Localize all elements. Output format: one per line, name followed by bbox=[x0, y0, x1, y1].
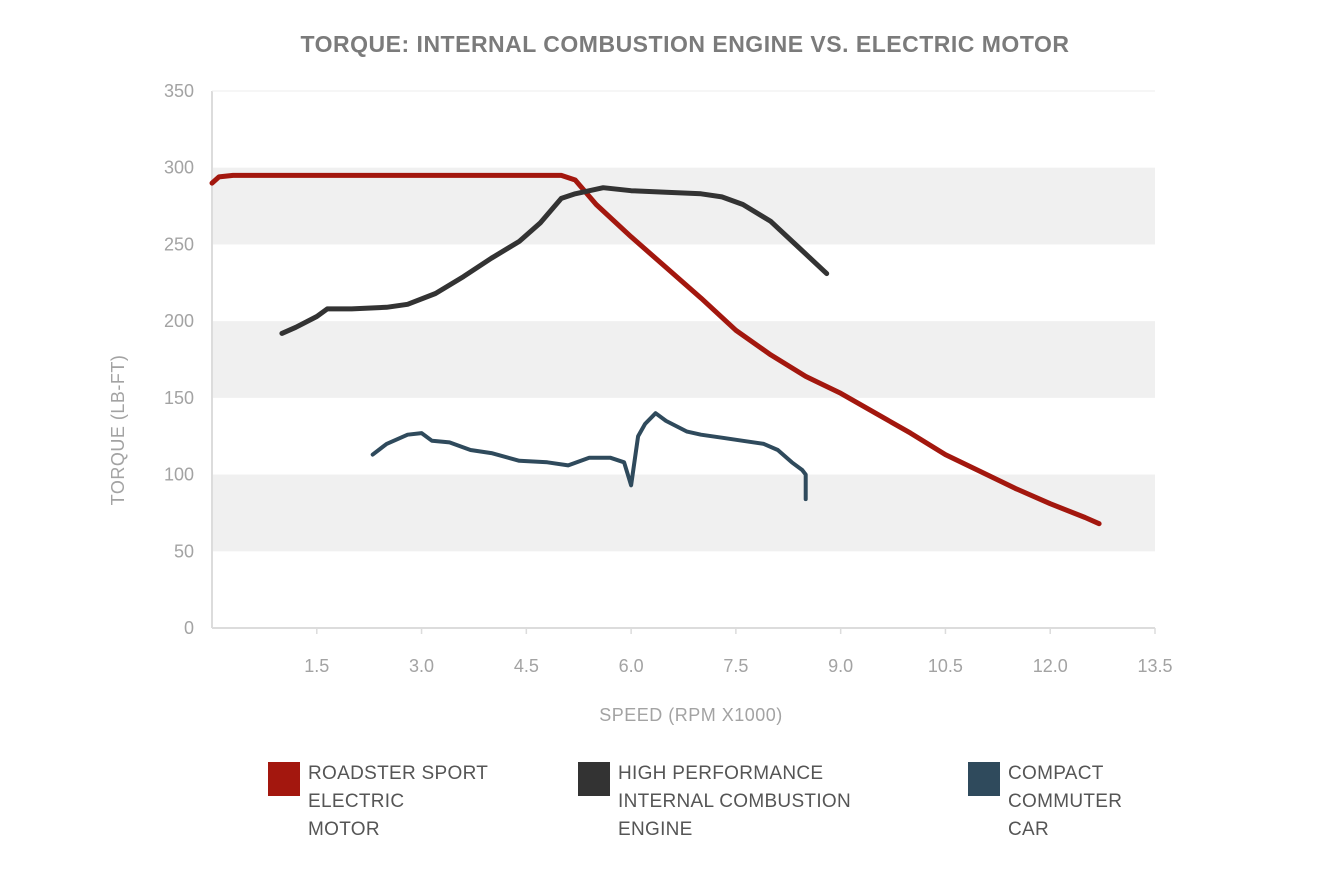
y-tick-label: 300 bbox=[164, 158, 194, 178]
legend-label-roadster: ROADSTER SPORT ELECTRIC MOTOR bbox=[308, 760, 488, 844]
chart-title: TORQUE: INTERNAL COMBUSTION ENGINE VS. E… bbox=[301, 31, 1070, 57]
compact-line bbox=[370, 411, 808, 502]
roadster-swatch bbox=[268, 762, 300, 796]
legend-label-ice-line2: INTERNAL COMBUSTION bbox=[618, 791, 852, 812]
legend-label-ice-line3: ENGINE bbox=[618, 819, 693, 840]
legend-label-ice: HIGH PERFORMANCE INTERNAL COMBUSTION ENG… bbox=[618, 760, 851, 844]
legend-label-compact-line2: COMMUTER bbox=[1008, 791, 1123, 812]
y-tick-label: 100 bbox=[164, 465, 194, 485]
ice-swatch bbox=[578, 762, 610, 796]
x-tick-label: 13.5 bbox=[1137, 656, 1172, 676]
roadster-line bbox=[209, 172, 1102, 527]
y-tick-label: 150 bbox=[164, 388, 194, 408]
compact-swatch bbox=[968, 762, 1000, 796]
x-tick-label: 12.0 bbox=[1033, 656, 1068, 676]
legend-item-compact: COMPACT COMMUTER CAR bbox=[968, 760, 1122, 844]
background-bands bbox=[212, 167, 1155, 552]
x-tick-label: 1.5 bbox=[304, 656, 329, 676]
x-tick-label: 4.5 bbox=[514, 656, 539, 676]
y-tick-label: 200 bbox=[164, 311, 194, 331]
legend-item-ice: HIGH PERFORMANCE INTERNAL COMBUSTION ENG… bbox=[578, 760, 851, 844]
legend-label-ice-line1: HIGH PERFORMANCE bbox=[618, 763, 824, 784]
y-tick-label: 50 bbox=[174, 541, 194, 561]
tick-labels: 0 50 100 150 200 250 300 350 1.5 3.0 4.5 6.0 7.5 9.0 1… bbox=[164, 81, 1173, 676]
y-axis-label: TORQUE (LB-FT) bbox=[108, 355, 128, 506]
legend-label-compact-line1: COMPACT bbox=[1008, 763, 1104, 784]
band-2 bbox=[212, 167, 1155, 245]
band-1 bbox=[212, 321, 1155, 398]
legend-label-roadster-line2: ELECTRIC bbox=[308, 791, 405, 812]
x-tick-label: 3.0 bbox=[409, 656, 434, 676]
x-tick-label: 9.0 bbox=[828, 656, 853, 676]
x-tick-label: 7.5 bbox=[723, 656, 748, 676]
band-0 bbox=[212, 474, 1155, 552]
series-layer bbox=[209, 172, 1102, 527]
x-tick-label: 6.0 bbox=[619, 656, 644, 676]
legend-label-roadster-line3: MOTOR bbox=[308, 819, 380, 840]
y-tick-label: 0 bbox=[184, 618, 194, 638]
legend-item-roadster: ROADSTER SPORT ELECTRIC MOTOR bbox=[268, 760, 488, 844]
y-tick-label: 250 bbox=[164, 234, 194, 254]
ice-line bbox=[279, 185, 830, 336]
legend-label-roadster-line1: ROADSTER SPORT bbox=[308, 763, 489, 784]
y-tick-label: 350 bbox=[164, 81, 194, 101]
x-tick-label: 10.5 bbox=[928, 656, 963, 676]
legend-label-compact-line3: CAR bbox=[1008, 819, 1050, 840]
x-axis-label: SPEED (RPM X1000) bbox=[599, 705, 783, 725]
legend-label-compact: COMPACT COMMUTER CAR bbox=[1008, 760, 1122, 844]
